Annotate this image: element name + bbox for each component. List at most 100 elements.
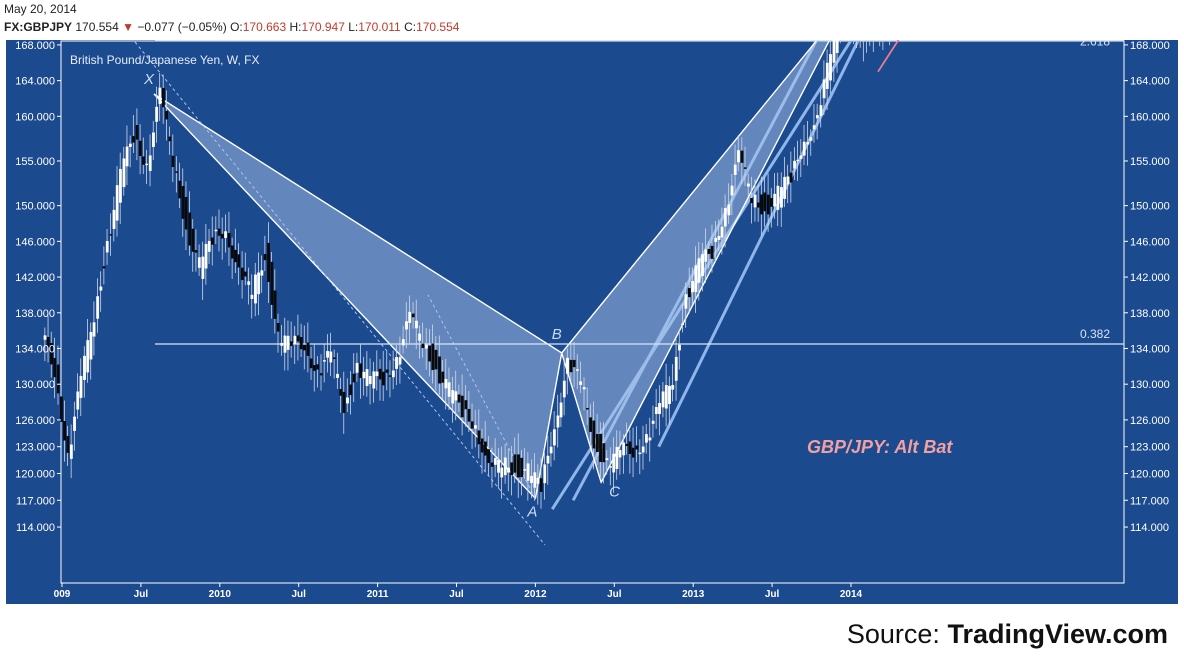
candle-body bbox=[812, 125, 816, 130]
candle-body bbox=[599, 433, 602, 462]
candle-body bbox=[631, 447, 635, 458]
candle-body bbox=[352, 373, 356, 383]
candle-body bbox=[385, 369, 389, 373]
candle-body bbox=[194, 250, 198, 253]
y-tick-label-right: 142.000 bbox=[1130, 272, 1170, 284]
x-tick-label: Jul bbox=[607, 589, 622, 600]
candle-body bbox=[789, 172, 793, 183]
candle-body bbox=[579, 381, 583, 385]
candle-body bbox=[188, 212, 192, 246]
candle-body bbox=[681, 323, 685, 325]
candle-body bbox=[691, 280, 695, 293]
candle-body bbox=[651, 420, 655, 424]
candle-body bbox=[359, 363, 363, 378]
candle-body bbox=[562, 380, 566, 398]
y-tick-label-left: 160.000 bbox=[15, 111, 55, 123]
close-label: C: bbox=[404, 20, 417, 34]
candle-body bbox=[165, 111, 168, 120]
fib-label: 0.382 bbox=[1080, 327, 1110, 341]
candle-body bbox=[191, 228, 195, 252]
candle-body bbox=[635, 445, 639, 450]
candle-body bbox=[411, 313, 415, 318]
y-tick-label-right: 134.000 bbox=[1130, 343, 1170, 355]
triangle-pattern bbox=[877, 40, 900, 73]
candle-body bbox=[638, 452, 642, 455]
y-tick-label-right: 138.000 bbox=[1130, 308, 1170, 320]
candle-body bbox=[438, 356, 441, 384]
x-tick-label: Jul bbox=[765, 589, 780, 600]
candle-body bbox=[66, 436, 70, 453]
y-tick-label-right: 123.000 bbox=[1130, 442, 1170, 454]
candle-body bbox=[487, 449, 490, 464]
source-prefix: Source: bbox=[846, 619, 948, 649]
candle-body bbox=[391, 370, 395, 378]
candle-body bbox=[289, 341, 293, 346]
point-label-a: A bbox=[526, 503, 537, 520]
candle-body bbox=[128, 143, 132, 147]
last-price: 170.554 bbox=[75, 20, 119, 34]
candle-body bbox=[102, 266, 106, 269]
candle-body bbox=[503, 457, 507, 476]
candle-body bbox=[234, 249, 237, 263]
candle-body bbox=[674, 356, 678, 381]
candle-body bbox=[707, 248, 711, 254]
candle-body bbox=[152, 132, 155, 147]
candle-body bbox=[382, 371, 385, 386]
candle-body bbox=[362, 371, 366, 379]
candle-body bbox=[309, 358, 313, 369]
candle-body bbox=[326, 350, 329, 358]
candle-body bbox=[569, 359, 573, 373]
candle-body bbox=[224, 231, 227, 238]
candle-body bbox=[609, 466, 612, 468]
point-label-c: C bbox=[609, 483, 620, 500]
candle-body bbox=[211, 237, 214, 245]
pattern-label: GBP/JPY: Alt Bat bbox=[807, 437, 953, 457]
open-value: 170.663 bbox=[242, 20, 287, 34]
candle-body bbox=[750, 198, 754, 204]
x-tick-label: Jul bbox=[134, 589, 149, 600]
candle-body bbox=[464, 400, 468, 410]
candle-body bbox=[425, 344, 428, 349]
candle-body bbox=[148, 155, 152, 171]
x-tick-label: 009 bbox=[54, 589, 71, 600]
y-tick-label-right: 150.000 bbox=[1130, 201, 1170, 213]
candle-body bbox=[671, 384, 675, 390]
candle-body bbox=[559, 402, 563, 418]
candle-body bbox=[822, 79, 826, 99]
y-tick-label-left: 130.000 bbox=[15, 379, 55, 391]
candle-body bbox=[168, 136, 172, 142]
source-name: TradingView.com bbox=[947, 619, 1168, 649]
candle-body bbox=[214, 229, 218, 232]
candle-body bbox=[83, 355, 86, 380]
candle-body bbox=[622, 442, 626, 456]
y-tick-label-right: 164.000 bbox=[1130, 76, 1170, 88]
candle-body bbox=[316, 364, 320, 370]
candle-body bbox=[105, 241, 109, 253]
diagonal-dashed-line bbox=[134, 41, 546, 546]
candle-body bbox=[342, 391, 346, 413]
candle-body bbox=[254, 274, 257, 304]
x-tick-label: 2013 bbox=[682, 589, 705, 600]
candle-body bbox=[829, 54, 832, 81]
candle-body bbox=[694, 265, 698, 293]
y-tick-label-right: 130.000 bbox=[1130, 379, 1170, 391]
candle-body bbox=[303, 344, 306, 351]
candle-body bbox=[388, 375, 392, 377]
candle-body bbox=[454, 391, 458, 401]
candle-body bbox=[582, 387, 586, 390]
candle-body bbox=[339, 389, 343, 396]
candle-body bbox=[451, 390, 455, 404]
candle-body bbox=[349, 384, 353, 396]
candle-body bbox=[552, 429, 556, 446]
y-tick-label-left: 120.000 bbox=[15, 468, 55, 480]
x-tick-label: 2010 bbox=[209, 589, 232, 600]
open-label: O: bbox=[230, 20, 243, 34]
candle-body bbox=[323, 360, 326, 362]
candle-body bbox=[625, 443, 629, 446]
y-tick-label-left: 168.000 bbox=[15, 40, 55, 52]
candle-body bbox=[470, 421, 474, 429]
candle-body bbox=[819, 105, 823, 117]
candle-body bbox=[421, 343, 425, 349]
candle-body bbox=[142, 156, 145, 165]
